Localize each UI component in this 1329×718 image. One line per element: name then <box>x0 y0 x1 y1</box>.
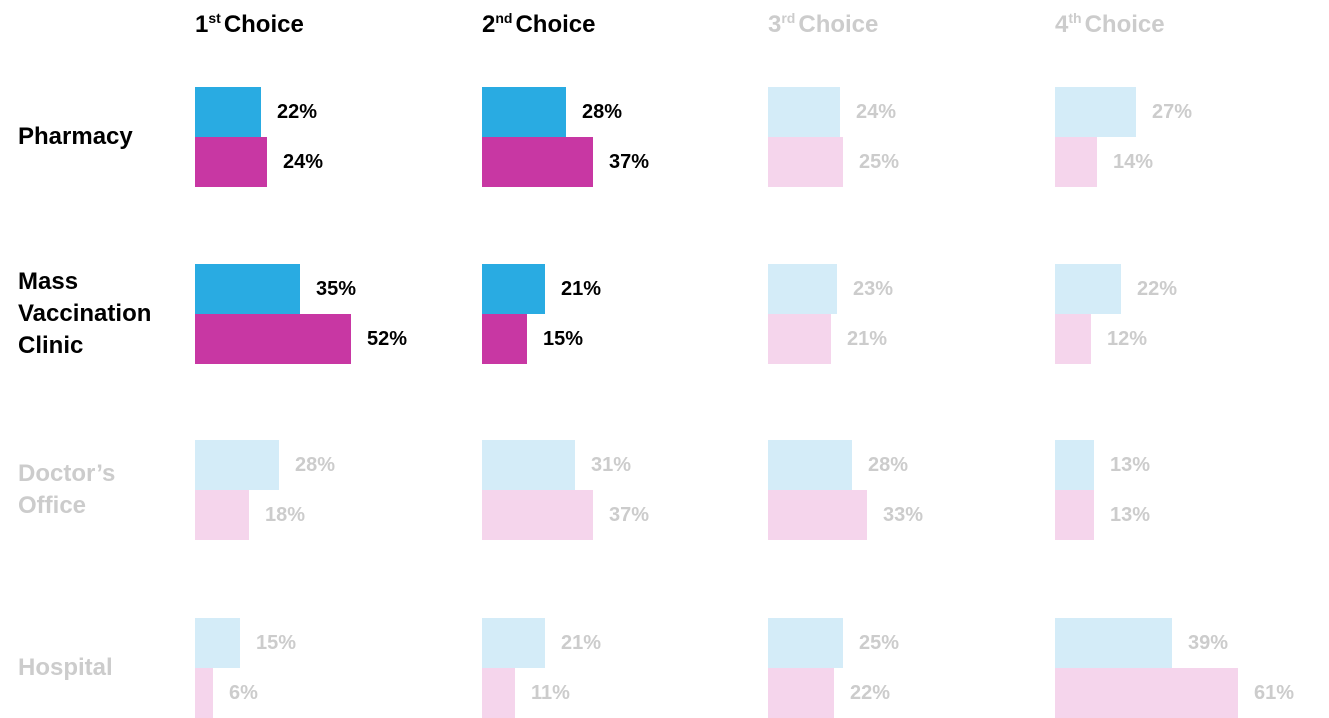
value-label: 25% <box>859 151 900 173</box>
bar <box>768 314 831 364</box>
value-label: 31% <box>591 454 632 476</box>
header-suffix: th <box>1068 10 1082 26</box>
row-label: Mass Vaccination Clinic <box>18 268 152 359</box>
header-suffix: nd <box>495 10 513 26</box>
bar <box>1055 314 1091 364</box>
value-label: 27% <box>1152 101 1193 123</box>
column-header: 2nd Choice <box>482 10 595 39</box>
value-label: 6% <box>229 682 258 704</box>
value-label: 22% <box>1137 278 1178 300</box>
bar <box>1055 618 1172 668</box>
value-label: 39% <box>1188 632 1229 654</box>
bar <box>482 87 566 137</box>
value-label: 22% <box>850 682 891 704</box>
bar <box>482 618 545 668</box>
bar <box>1055 87 1136 137</box>
value-label: 13% <box>1110 454 1151 476</box>
header-number: 4 <box>1055 11 1069 38</box>
header-suffix: st <box>208 10 221 26</box>
header-label: Choice <box>1084 11 1165 38</box>
bar <box>195 618 240 668</box>
bar <box>1055 264 1121 314</box>
value-label: 52% <box>367 328 408 350</box>
column-header: 3rd Choice <box>768 10 878 39</box>
value-label: 24% <box>856 101 897 123</box>
value-label: 37% <box>609 504 650 526</box>
bar <box>768 264 837 314</box>
header-number: 1 <box>195 11 209 38</box>
value-label: 33% <box>883 504 924 526</box>
row-label: Pharmacy <box>18 123 133 150</box>
value-label: 11% <box>531 682 570 704</box>
bar <box>768 87 840 137</box>
value-label: 18% <box>265 504 306 526</box>
bar <box>1055 668 1238 718</box>
value-label: 37% <box>609 151 650 173</box>
bar <box>482 264 545 314</box>
column-header: 1st Choice <box>195 10 304 39</box>
value-label: 23% <box>853 278 894 300</box>
row-label: Doctor’s Office <box>18 460 116 519</box>
bar <box>1055 490 1094 540</box>
value-label: 21% <box>561 632 602 654</box>
column-header: 4th Choice <box>1055 10 1165 39</box>
value-label: 24% <box>283 151 324 173</box>
row-label: Hospital <box>18 654 113 681</box>
bar <box>195 314 351 364</box>
value-label: 28% <box>295 454 336 476</box>
header-suffix: rd <box>781 10 796 26</box>
value-label: 21% <box>847 328 888 350</box>
bar <box>482 137 593 187</box>
value-label: 35% <box>316 278 357 300</box>
bar <box>768 440 852 490</box>
value-label: 12% <box>1107 328 1148 350</box>
value-label: 61% <box>1254 682 1295 704</box>
header-label: Choice <box>798 11 879 38</box>
bar <box>768 490 867 540</box>
bar <box>768 137 843 187</box>
bar <box>195 668 213 718</box>
value-label: 21% <box>561 278 602 300</box>
bar <box>195 440 279 490</box>
value-label: 15% <box>256 632 297 654</box>
header-number: 3 <box>768 11 782 38</box>
header-label: Choice <box>515 11 596 38</box>
bar <box>482 314 527 364</box>
bar <box>195 490 249 540</box>
bar <box>768 668 834 718</box>
bar <box>1055 440 1094 490</box>
header-number: 2 <box>482 11 496 38</box>
bar <box>195 137 267 187</box>
bar <box>768 618 843 668</box>
value-label: 22% <box>277 101 318 123</box>
value-label: 25% <box>859 632 900 654</box>
header-label: Choice <box>223 11 304 38</box>
value-label: 13% <box>1110 504 1151 526</box>
value-label: 15% <box>543 328 584 350</box>
bar <box>482 668 515 718</box>
value-label: 28% <box>582 101 623 123</box>
bar <box>482 490 593 540</box>
bar <box>1055 137 1097 187</box>
bar <box>482 440 575 490</box>
bar <box>195 87 261 137</box>
value-label: 28% <box>868 454 909 476</box>
value-label: 14% <box>1113 151 1154 173</box>
bar <box>195 264 300 314</box>
